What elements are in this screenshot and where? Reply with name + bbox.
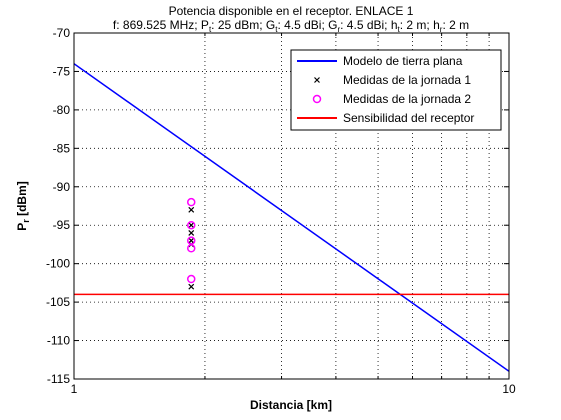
axes-box bbox=[73, 32, 510, 380]
y-tick-label: -75 bbox=[53, 64, 71, 78]
legend-box bbox=[290, 49, 502, 131]
legend-label: Medidas de la jornada 1 bbox=[343, 73, 471, 87]
chart-title: Potencia disponible en el receptor. ENLA… bbox=[169, 4, 414, 18]
y-tick-label: -100 bbox=[46, 257, 70, 271]
y-tick-label: -70 bbox=[53, 26, 71, 40]
y-tick-label: -90 bbox=[53, 180, 71, 194]
x-axis-label: Distancia [km] bbox=[250, 398, 332, 412]
chart-subtitle: f: 869.525 MHz; Pt: 25 dBm; Gt: 4.5 dBi;… bbox=[113, 18, 469, 34]
y-tick-label: -95 bbox=[53, 218, 71, 232]
plot-area bbox=[74, 63, 509, 372]
legend: Modelo de tierra plana Medidas de la jorn… bbox=[290, 49, 502, 131]
grid bbox=[74, 33, 509, 379]
x-tick-label: 10 bbox=[502, 382, 516, 396]
legend-swatch-x-marker bbox=[314, 77, 320, 83]
series-line-1 bbox=[74, 63, 509, 372]
point-jornada-1 bbox=[188, 229, 195, 236]
legend-label: Medidas de la jornada 2 bbox=[343, 92, 471, 106]
y-axis-label: Pr [dBm] bbox=[15, 181, 31, 231]
point-jornada-2 bbox=[186, 274, 196, 284]
point-jornada-1 bbox=[188, 222, 195, 229]
legend-label: Modelo de tierra plana bbox=[343, 54, 463, 68]
ticks bbox=[73, 32, 510, 380]
point-jornada-1 bbox=[188, 283, 195, 290]
point-jornada-2 bbox=[186, 244, 196, 253]
x-tick-label: 1 bbox=[71, 382, 78, 396]
y-tick-label: -105 bbox=[46, 295, 70, 309]
y-tick-label: -115 bbox=[47, 372, 70, 386]
y-tick-label: -80 bbox=[53, 103, 71, 117]
legend-swatch-circle-marker bbox=[312, 94, 322, 104]
y-tick-label: -110 bbox=[47, 334, 70, 348]
y-tick-label: -85 bbox=[53, 141, 71, 155]
point-jornada-1 bbox=[188, 206, 195, 213]
point-jornada-2 bbox=[186, 197, 196, 207]
point-jornada-2 bbox=[186, 220, 196, 230]
legend-label: Sensibilidad del receptor bbox=[343, 111, 474, 125]
